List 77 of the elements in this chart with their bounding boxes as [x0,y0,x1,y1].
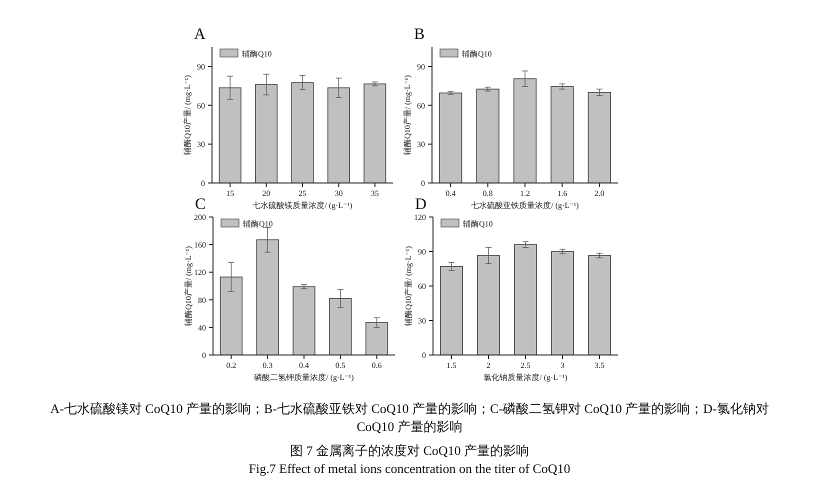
legend: 辅酶Q10 [440,48,492,58]
x-axis-title: 七水硫酸亚铁质量浓度/ (g·L⁻¹) [471,201,580,210]
bar [588,92,611,184]
x-tick-label: 20 [262,189,270,198]
x-tick-label: 0.6 [372,361,382,370]
y-tick-label: 80 [198,296,206,305]
text: A-七水硫酸镁对 CoQ10 产量的影响；B-七水硫酸亚铁对 CoQ10 产量的影响；C-磷酸二氢钾对 CoQ10 产量的影响；D-氯化钠对 CoQ10 产量的影响 [49,400,770,436]
y-tick-label: 0 [421,179,425,188]
bar [440,266,463,356]
bar [588,255,611,356]
caption: Fig.7 Effect of metal ions concentration on the titer of CoQ10 [248,460,572,478]
legend: 辅酶Q10 [220,218,273,228]
bar [256,239,279,356]
x-tick-label: 35 [370,189,379,198]
x-tick-label: 0.4 [446,189,456,198]
bar [329,298,352,356]
bar [439,92,462,184]
y-tick-label: 120 [194,268,206,278]
x-axis-title: 氯化钠质量浓度/ (g·L⁻¹) [484,373,568,382]
x-tick-label: 0.5 [335,361,346,370]
legend-label: 辅酶Q10 [462,50,492,58]
legend-label: 辅酶Q10 [243,220,273,228]
x-tick-label: 3.5 [594,361,604,370]
y-tick-label: 60 [417,101,425,110]
bar [220,276,243,356]
legend: 辅酶Q10 [220,48,272,58]
y-tick-label: 90 [197,62,205,72]
x-axis-title: 七水硫酸镁质量浓度/ (g·L⁻¹) [252,201,353,210]
y-tick-label: 200 [194,213,206,222]
y-tick-label: 30 [418,316,426,326]
y-tick-label: 60 [197,101,205,110]
x-tick-label: 3 [560,361,564,370]
caption: 图 7 金属离子的浓度对 CoQ10 产量的影响 [288,442,530,460]
bar [514,244,537,356]
x-tick-label: 15 [226,189,234,198]
legend-label: 辅酶Q10 [463,220,493,228]
x-tick-label: 2 [486,361,490,370]
bar [292,286,316,356]
x-tick-label: 25 [298,189,306,198]
x-tick-label: 1.5 [446,361,456,370]
bar [365,322,388,356]
y-tick-label: 90 [417,62,425,72]
x-tick-label: 1.2 [520,189,530,198]
x-axis-title: 磷酸二氢钾质量浓度/ (g·L⁻¹) [253,373,354,382]
y-tick-label: 120 [414,213,426,222]
bar [477,255,500,356]
y-axis-title: 辅酶Q10产量/ (mg·L⁻¹) [184,246,193,326]
legend: 辅酶Q10 [440,218,493,228]
y-tick-label: 30 [417,140,425,150]
x-tick-label: 0.3 [262,361,273,370]
y-tick-label: 0 [422,351,426,360]
y-tick-label: 160 [194,240,206,250]
x-tick-label: 1.6 [557,189,568,198]
x-tick-label: 0.8 [482,189,493,198]
bar [551,251,574,356]
y-tick-label: 0 [202,351,206,360]
y-tick-label: 30 [197,140,205,150]
x-tick-label: 0.2 [226,361,236,370]
legend-label: 辅酶Q10 [242,50,272,58]
y-tick-label: 0 [201,179,205,188]
bar [550,86,574,184]
x-tick-label: 2.5 [520,361,530,370]
chart-title: D [415,196,427,213]
bar [513,78,537,184]
x-tick-label: 2.0 [594,189,604,198]
y-tick-label: 90 [418,248,426,256]
y-axis-title: 辅酶Q10产量/ (mg·L⁻¹) [403,74,412,155]
y-axis-title: 辅酶Q10产量/ (mg·L⁻¹) [404,246,413,326]
chart-title: A [194,26,206,43]
bar [476,88,500,184]
y-axis-title: 辅酶Q10产量/ (mg·L⁻¹) [183,74,192,155]
chart-title: B [414,26,425,43]
x-tick-label: 0.4 [299,361,309,370]
y-tick-label: 60 [418,282,426,291]
y-tick-label: 40 [198,323,206,332]
x-tick-label: 30 [334,189,343,198]
chart-title: C [195,196,206,213]
